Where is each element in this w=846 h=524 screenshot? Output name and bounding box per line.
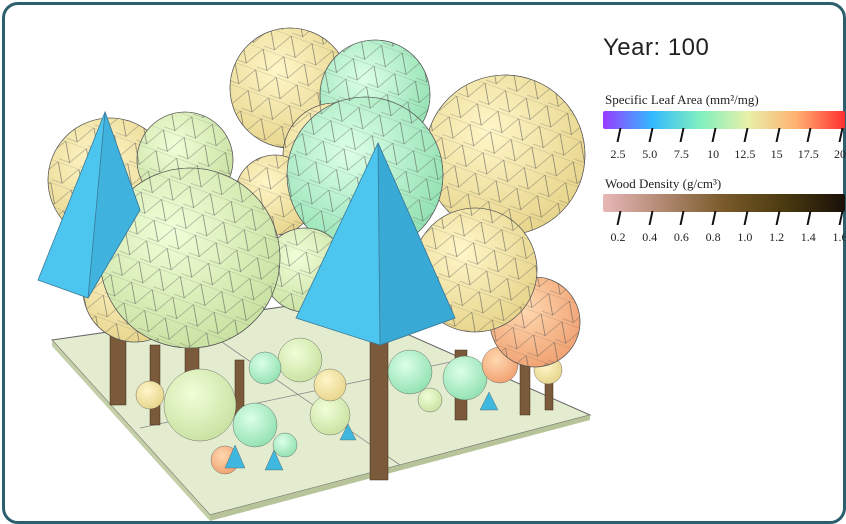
sla-tick-label: 20 (834, 147, 846, 162)
sla-tick-label: 12.5 (734, 147, 755, 162)
wood-density-legend-title: Wood Density (g/cm³) (605, 176, 721, 192)
wood-density-tick-label: 0.6 (674, 230, 689, 245)
sla-colorbar (603, 111, 845, 129)
wood-density-tick-label: 1.0 (737, 230, 752, 245)
sla-tick-label: 17.5 (798, 147, 819, 162)
sla-tick-label: 5.0 (642, 147, 657, 162)
wood-density-colorbar (603, 194, 845, 212)
sla-tick-label: 7.5 (674, 147, 689, 162)
sla-legend-title: Specific Leaf Area (mm²/mg) (605, 92, 759, 108)
wood-density-tick-label: 0.8 (706, 230, 721, 245)
wood-density-tick-label: 0.2 (611, 230, 626, 245)
year-label: Year: 100 (603, 34, 709, 62)
sla-tick-label: 10 (707, 147, 719, 162)
wood-density-tick-label: 1.2 (769, 230, 784, 245)
sla-tick-label: 15 (771, 147, 783, 162)
wood-density-tick-label: 1.6 (833, 230, 846, 245)
wood-density-tick-label: 0.4 (642, 230, 657, 245)
wood-density-tick-label: 1.4 (801, 230, 816, 245)
sla-tick-label: 2.5 (611, 147, 626, 162)
